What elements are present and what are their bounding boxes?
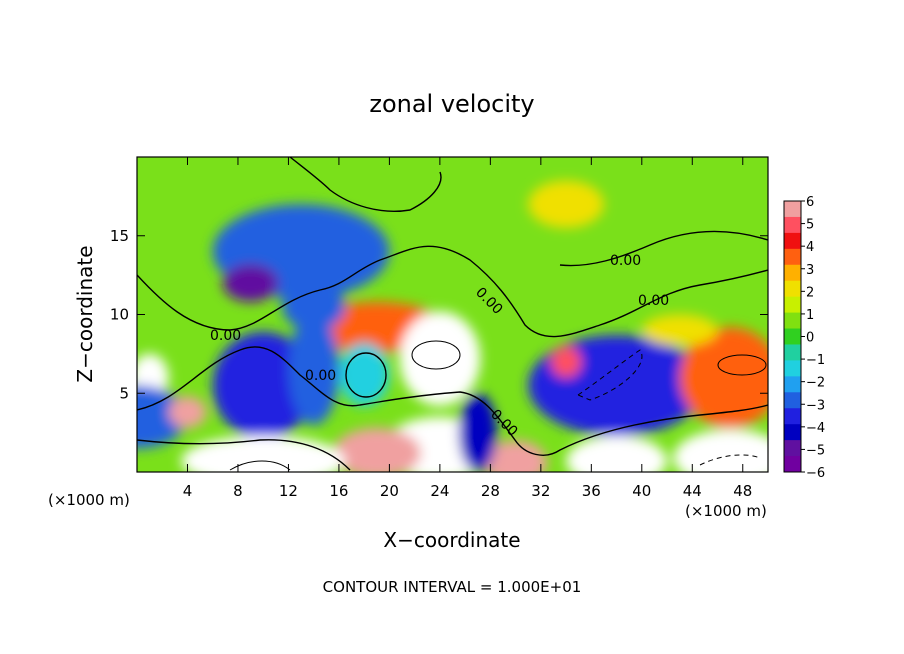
contour-zero-right — [559, 230, 768, 267]
velocity-blob — [673, 429, 768, 472]
colorbar-swatch — [784, 392, 801, 409]
colorbar-label: −4 — [806, 421, 825, 436]
contour-bottom-ring — [229, 460, 291, 471]
x-tick-label: 28 — [481, 482, 500, 500]
velocity-blob — [484, 440, 548, 472]
x-tick-label: 16 — [329, 482, 348, 500]
x-unit-left: (×1000 m) — [48, 491, 130, 509]
colorbar-swatch — [784, 376, 801, 393]
velocity-blob — [528, 180, 604, 228]
colorbar-swatch — [784, 248, 801, 266]
contour-interval-note: CONTOUR INTERVAL = 1.000E+01 — [323, 578, 582, 596]
colorbar-label: 4 — [806, 240, 814, 255]
contour-ring-core — [411, 340, 461, 370]
colorbar-swatch — [784, 360, 801, 377]
colorbar-label: 3 — [806, 263, 814, 278]
colorbar-label: −6 — [806, 466, 825, 481]
velocity-blob — [458, 393, 497, 472]
contour-dashed-1 — [576, 349, 643, 401]
colorbar-label: 2 — [806, 285, 814, 300]
contour-label: 0.00 — [210, 328, 241, 344]
colorbar-swatch — [784, 440, 801, 457]
velocity-blob — [212, 331, 314, 439]
colorbar-swatch — [784, 280, 801, 298]
y-tick-label: 15 — [110, 227, 129, 245]
x-tick-label: 8 — [233, 482, 243, 500]
contour-zero-top — [289, 157, 442, 212]
x-tick-label: 32 — [531, 482, 550, 500]
colorbar-swatch — [784, 216, 801, 234]
colorbar-swatch — [784, 456, 801, 473]
contour-labels: 0.00 0.00 0.00 0.00 0.00 0.00 — [210, 253, 669, 440]
y-axis-label: Z−coordinate — [73, 245, 97, 382]
velocity-blob — [566, 435, 668, 472]
colorbar-label: −1 — [806, 353, 825, 368]
colorbar-swatch — [784, 408, 801, 425]
velocity-blob — [222, 264, 279, 302]
y-axis-ticks: 5 10 15 — [110, 227, 768, 402]
contour-label: 0.00 — [638, 293, 669, 309]
x-tick-label: 40 — [632, 482, 651, 500]
colorbar-swatch — [784, 201, 801, 218]
colorbar-label: −5 — [806, 443, 825, 458]
velocity-blob — [641, 314, 718, 346]
x-tick-label: 48 — [733, 482, 752, 500]
velocity-blob — [168, 396, 207, 428]
colorbar-label: 0 — [806, 331, 814, 346]
y-tick-label: 10 — [110, 306, 129, 324]
y-tick-label: 5 — [119, 384, 129, 402]
x-tick-label: 20 — [380, 482, 399, 500]
velocity-blob — [282, 283, 346, 331]
contour-dashed-2 — [699, 454, 761, 466]
colorbar-label: 6 — [806, 195, 814, 210]
colorbar-label: −3 — [806, 398, 825, 413]
contour-zero-upper — [137, 245, 768, 338]
velocity-blob — [399, 311, 481, 406]
velocity-blob — [181, 435, 346, 472]
x-tick-label: 36 — [582, 482, 601, 500]
velocity-blob — [679, 327, 768, 428]
x-unit-right: (×1000 m) — [685, 502, 767, 520]
colorbar: 6 5 4 3 2 1 0 −1 −2 −3 −4 −5 −6 — [783, 195, 825, 481]
x-axis-label: X−coordinate — [383, 528, 520, 552]
x-tick-label: 12 — [279, 482, 298, 500]
contour-zero-lower — [137, 346, 768, 456]
plot-area: 0.00 0.00 0.00 0.00 0.00 0.00 — [137, 157, 768, 472]
velocity-blob — [528, 334, 705, 436]
colorbar-swatch — [784, 424, 801, 441]
velocity-blob — [550, 346, 582, 378]
contour-zero-bottom — [137, 439, 351, 471]
contour-label: 0.00 — [305, 368, 336, 384]
chart-title: zonal velocity — [369, 90, 534, 118]
velocity-blob — [288, 314, 339, 425]
x-tick-label: 44 — [683, 482, 702, 500]
contour-ring-right — [717, 354, 767, 376]
x-tick-label: 4 — [183, 482, 193, 500]
colorbar-swatch — [784, 264, 801, 282]
colorbar-label: 5 — [806, 218, 814, 233]
colorbar-swatch — [784, 328, 801, 345]
colorbar-swatch — [784, 344, 801, 361]
colorbar-swatch — [784, 312, 801, 330]
contour-label: 0.00 — [610, 253, 641, 269]
colorbar-swatch — [784, 232, 801, 250]
velocity-field — [137, 180, 768, 472]
x-tick-label: 24 — [430, 482, 449, 500]
contour-lines — [137, 157, 768, 471]
x-axis-ticks: 4 8 12 16 20 24 28 32 36 40 44 48 — [183, 157, 752, 500]
colorbar-label: 1 — [806, 308, 814, 323]
contour-ring-center — [345, 352, 387, 398]
colorbar-label: −2 — [806, 376, 825, 391]
colorbar-swatch — [784, 296, 801, 314]
velocity-blob — [332, 427, 421, 472]
